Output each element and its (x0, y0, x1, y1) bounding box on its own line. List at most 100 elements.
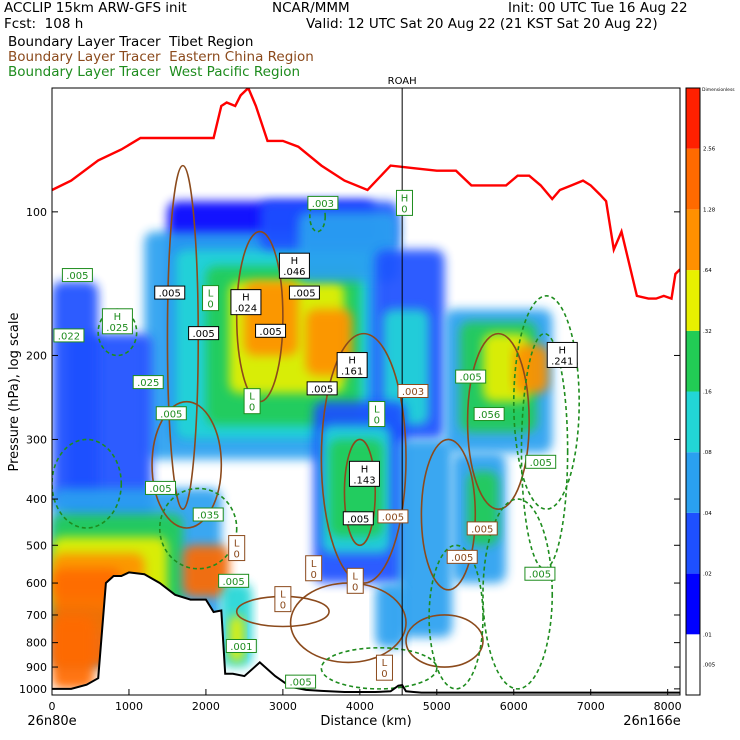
contour-label-box (377, 509, 409, 524)
contour-label-36: .001 (225, 638, 257, 653)
contour-label-text: .005 (192, 329, 214, 340)
contour-label-value: 0 (249, 403, 255, 414)
contour-label-27: .035 (192, 507, 224, 522)
contour-label-8: H.025 (101, 308, 133, 335)
x-tick-label: 7000 (577, 700, 605, 713)
colorbar-level-label: .02 (703, 572, 712, 578)
contour-label-text: L (374, 405, 380, 416)
contour-label-13: H.161 (336, 352, 368, 379)
contour-label-text: L (234, 539, 240, 550)
colorbar-title: Dimensionless (702, 87, 735, 93)
contour-label-box (278, 252, 310, 279)
contour-label-35: L0 (274, 586, 292, 613)
tropopause-line (52, 88, 680, 301)
contour-label-value: 0 (234, 550, 240, 561)
contour-label-value: 0 (310, 570, 316, 581)
x-tick-label: 3000 (269, 700, 297, 713)
contour-label-text: .005 (289, 678, 311, 689)
colorbar-swatch-9 (686, 88, 700, 149)
contour-label-text: L (382, 658, 388, 669)
contour-label-text: .003 (402, 387, 424, 398)
contour-label-14: .005 (455, 369, 487, 384)
contour-label-box (225, 638, 257, 653)
contour-label-text: .005 (471, 524, 493, 535)
contour-label-text: L (352, 571, 358, 582)
contour-label-box (188, 326, 220, 341)
contour-label-text: .005 (160, 409, 182, 420)
contour-label-text: .035 (197, 510, 219, 521)
contour-label-value: 0 (374, 416, 380, 427)
contour-label-38: L0 (375, 654, 393, 681)
contour-label-30: .005 (446, 549, 478, 564)
contour-label-21: .056 (473, 407, 505, 422)
contour-label-text: .005 (382, 512, 404, 523)
contour-label-box (274, 586, 292, 613)
contour-label-12: H.241 (546, 341, 578, 368)
contour-label-34: .005 (218, 573, 250, 588)
y-tick-label: 100 (26, 206, 47, 219)
y-tick-label: 400 (26, 493, 47, 506)
contour-label-box (306, 381, 338, 396)
contour-label-box (53, 328, 85, 343)
colorbar-level-label: .32 (703, 329, 712, 335)
below-surface-area (52, 572, 680, 695)
contour-label-box (455, 369, 487, 384)
init-time: Init: 00 UTC Tue 16 Aug 22 (508, 0, 688, 16)
x-tick-label: 8000 (654, 700, 682, 713)
contour-label-value: 0 (280, 601, 286, 612)
contour-label-box (525, 454, 557, 469)
colorbar-swatch-3 (686, 452, 700, 513)
contour-loop-4 (343, 438, 377, 547)
contour-label-text: L (311, 559, 317, 570)
contour-label-box (230, 289, 262, 316)
colorbar-swatch-5 (686, 330, 700, 392)
plot-frame (51, 87, 681, 696)
contour-label-33: .005 (524, 566, 556, 581)
contour-label-box (288, 285, 320, 300)
contour-label-17: .003 (397, 383, 429, 398)
contour-loop-8 (466, 332, 530, 510)
tracer-label-eastern-china: Boundary Layer Tracer Eastern China Regi… (8, 49, 314, 65)
colorbar-level-label: 1.28 (703, 207, 716, 213)
contour-label-23: .005 (525, 454, 557, 469)
contour-label-24: .005 (145, 480, 177, 495)
contour-label-3: .005 (61, 268, 93, 283)
contour-label-box (397, 383, 429, 398)
contour-label-text: H (401, 193, 409, 204)
field-cell-32 (375, 583, 407, 648)
contour-loop-15 (320, 646, 438, 690)
contour-label-text: .025 (137, 378, 159, 389)
contour-label-box (395, 189, 413, 216)
colorbar-swatch-8 (686, 148, 700, 210)
contour-label-text: .005 (222, 577, 244, 588)
contour-label-box (375, 654, 393, 681)
contour-label-text: L (208, 289, 214, 300)
surface-pressure-line (52, 571, 680, 694)
x-tick-label: 4000 (346, 700, 374, 713)
field-cell-22 (52, 281, 99, 510)
contour-label-box (132, 375, 164, 390)
field-cell-8 (298, 211, 399, 282)
colorbar-swatch-1 (686, 573, 700, 635)
contour-label-box (255, 323, 287, 338)
station-label: ROAH (388, 76, 417, 87)
y-tick-label: 900 (26, 661, 47, 674)
profile-lines (52, 88, 680, 694)
contour-label-box (368, 401, 386, 428)
contour-loop-9 (420, 438, 477, 591)
colorbar-level-label: .64 (703, 268, 712, 274)
y-tick-label: 1000 (19, 683, 47, 696)
colorbar-level-label: .04 (703, 511, 712, 517)
contour-label-text: H (361, 464, 369, 475)
contour-loop-14 (428, 544, 484, 690)
forecast-hour: Fcst: 108 h (4, 16, 84, 32)
contour-label-2: H.046 (278, 252, 310, 279)
contour-label-4: .005 (154, 285, 186, 300)
contour-label-0: H0 (395, 189, 413, 216)
contour-label-37: .005 (285, 674, 317, 689)
contour-label-text: L (249, 392, 255, 403)
contour-label-box (307, 195, 339, 210)
contour-label-15: .025 (132, 375, 164, 390)
colorbar-swatch-0 (686, 634, 700, 695)
contour-label-text: H (558, 345, 566, 356)
